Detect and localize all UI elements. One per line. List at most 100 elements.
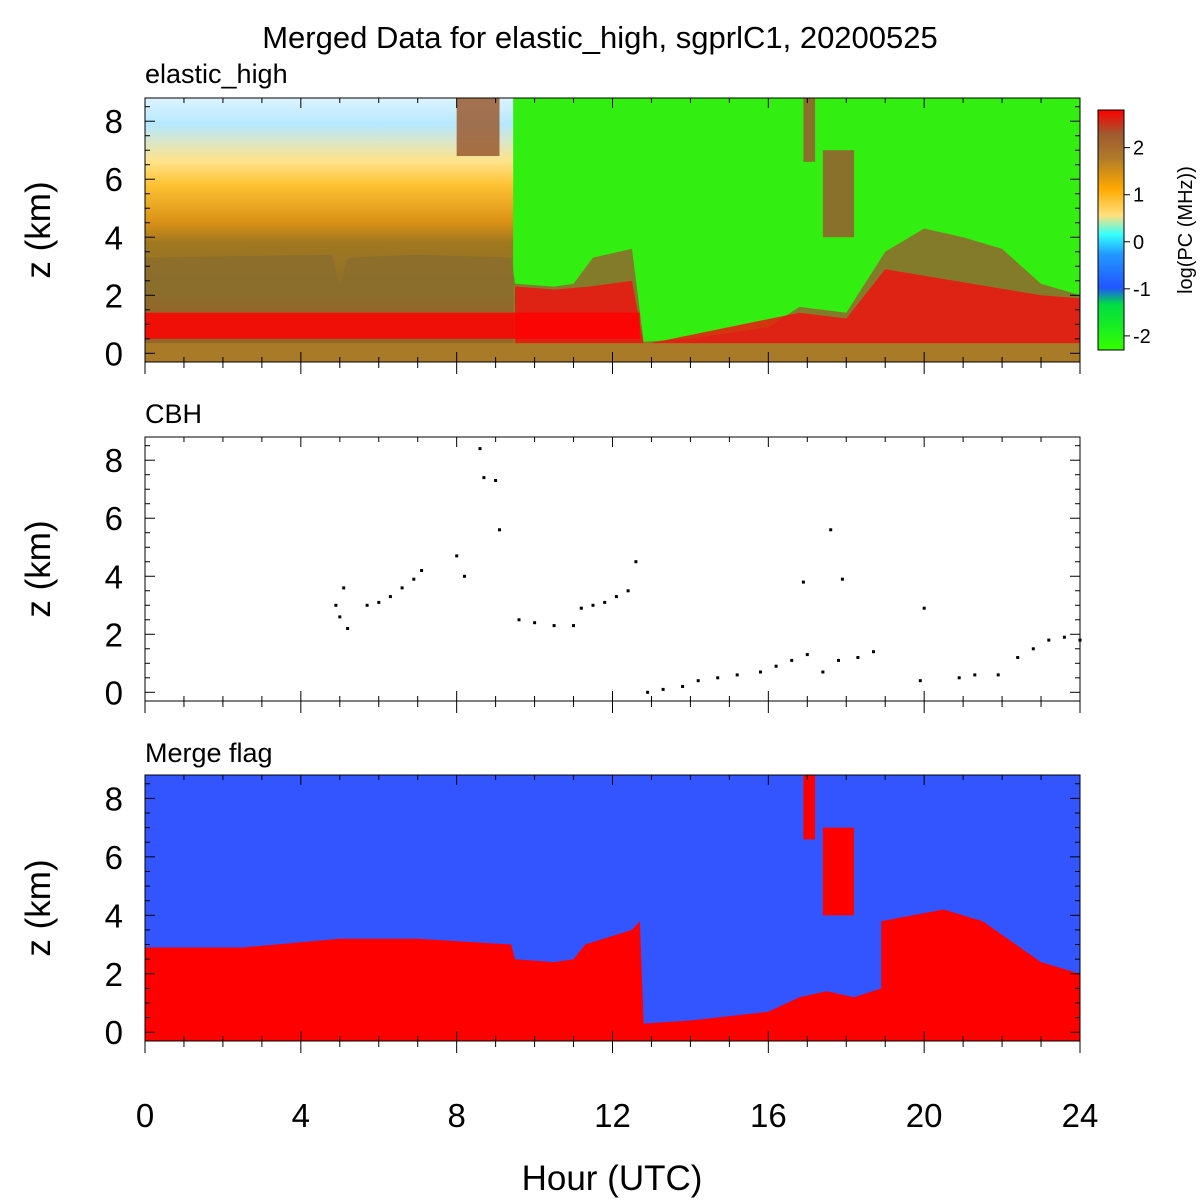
colorbar-tick-label: -2 <box>1133 326 1151 348</box>
cbh-point <box>696 679 700 683</box>
y-tick-label: 6 <box>105 500 123 537</box>
cbh-point <box>634 560 638 564</box>
cbh-point <box>1016 656 1020 659</box>
cbh-point <box>626 589 630 593</box>
y-tick-label: 8 <box>105 780 123 817</box>
cbh-point <box>614 595 618 599</box>
colorbar-tick-label: 0 <box>1133 232 1144 254</box>
cbh-point <box>517 618 521 622</box>
y-tick-label: 4 <box>105 558 123 595</box>
x-tick-label: 0 <box>136 1097 154 1134</box>
cloud-feature-0 <box>456 98 500 157</box>
cbh-point <box>365 603 369 607</box>
x-tick-label: 4 <box>292 1097 310 1134</box>
cbh-point <box>790 658 794 662</box>
cloud-feature-1 <box>803 98 816 162</box>
panel1-title: elastic_high <box>145 59 288 89</box>
cbh-point <box>973 673 977 677</box>
merged-region <box>145 909 1080 1041</box>
cbh-point <box>412 577 416 581</box>
x-tick-label: 16 <box>750 1097 787 1134</box>
y-tick-label: 6 <box>105 161 123 198</box>
y-tick-label: 6 <box>105 839 123 876</box>
cbh-point <box>482 476 486 480</box>
cbh-point <box>1062 635 1066 639</box>
cbh-point <box>498 528 501 532</box>
cbh-point <box>735 673 739 677</box>
cbh-point <box>837 658 840 662</box>
panel2-ylabel: z (km) <box>19 520 58 617</box>
elastic-high-heatmap <box>145 98 1080 362</box>
cbh-point <box>494 479 498 482</box>
cbh-point <box>918 679 922 683</box>
cbh-point <box>856 656 860 659</box>
cbh-point <box>377 600 381 604</box>
y-tick-label: 8 <box>105 442 123 479</box>
cbh-point <box>420 569 424 572</box>
boundary-layer-band <box>145 312 640 339</box>
cbh-point <box>342 586 346 590</box>
cbh-point <box>603 600 607 604</box>
y-tick-label: 4 <box>105 219 123 256</box>
colorbar-tick-label: -1 <box>1133 279 1151 301</box>
cbh-point <box>579 606 583 610</box>
cbh-point <box>661 687 665 691</box>
cbh-point <box>388 595 392 599</box>
panel2-title: CBH <box>145 399 202 429</box>
panel1-ylabel: z (km) <box>19 181 58 278</box>
merge-flag-heatmap <box>145 775 1080 1041</box>
colorbar <box>1097 109 1125 351</box>
y-tick-label: 0 <box>105 335 123 372</box>
cbh-point <box>996 673 1000 677</box>
cbh-point <box>346 627 350 630</box>
colorbar-label: log(PC (MHz)) <box>1175 166 1197 294</box>
y-tick-label: 4 <box>105 897 123 934</box>
x-tick-label: 8 <box>447 1097 465 1134</box>
cbh-point <box>646 690 650 694</box>
cbh-point <box>829 528 833 532</box>
cbh-point <box>774 664 778 668</box>
cbh-point <box>1031 647 1035 651</box>
cbh-point <box>334 603 338 607</box>
x-tick-label: 24 <box>1062 1097 1099 1134</box>
y-tick-label: 2 <box>105 616 123 653</box>
cbh-point <box>716 676 720 680</box>
strong-return-layer <box>515 269 1080 362</box>
cbh-point <box>478 447 482 451</box>
panel2-frame <box>144 436 1081 702</box>
panel3-title: Merge flag <box>145 738 273 768</box>
cbh-point <box>533 621 537 625</box>
y-tick-label: 0 <box>105 674 123 711</box>
x-tick-label: 12 <box>594 1097 631 1134</box>
cbh-point <box>1047 638 1051 642</box>
cbh-point <box>805 653 809 657</box>
cbh-point <box>681 685 685 688</box>
cbh-point <box>840 577 844 581</box>
colorbar-tick-label: 1 <box>1133 185 1144 207</box>
cbh-point <box>872 650 875 654</box>
y-tick-label: 2 <box>105 277 123 314</box>
panel3-ylabel: z (km) <box>19 859 58 956</box>
merged-cloud-1 <box>822 827 855 916</box>
cbh-point <box>338 615 342 619</box>
cbh-point <box>957 676 961 680</box>
y-tick-label: 2 <box>105 956 123 993</box>
cbh-point <box>455 554 459 558</box>
y-tick-label: 0 <box>105 1014 123 1051</box>
cbh-point <box>801 580 805 584</box>
cbh-scatter <box>334 447 1082 694</box>
x-axis-label: Hour (UTC) <box>522 1159 703 1198</box>
cloud-feature-2 <box>822 150 855 238</box>
y-tick-label: 8 <box>105 103 123 140</box>
cbh-point <box>572 624 575 628</box>
merged-cloud-0 <box>803 775 816 840</box>
figure-title: Merged Data for elastic_high, sgprlC1, 2… <box>262 20 938 55</box>
cbh-point <box>821 670 825 674</box>
cbh-point <box>922 606 926 610</box>
cbh-point <box>400 586 404 590</box>
cbh-point <box>759 670 762 674</box>
cbh-point <box>591 603 595 607</box>
colorbar-tick-label: 2 <box>1133 138 1144 160</box>
cbh-point <box>552 624 556 628</box>
